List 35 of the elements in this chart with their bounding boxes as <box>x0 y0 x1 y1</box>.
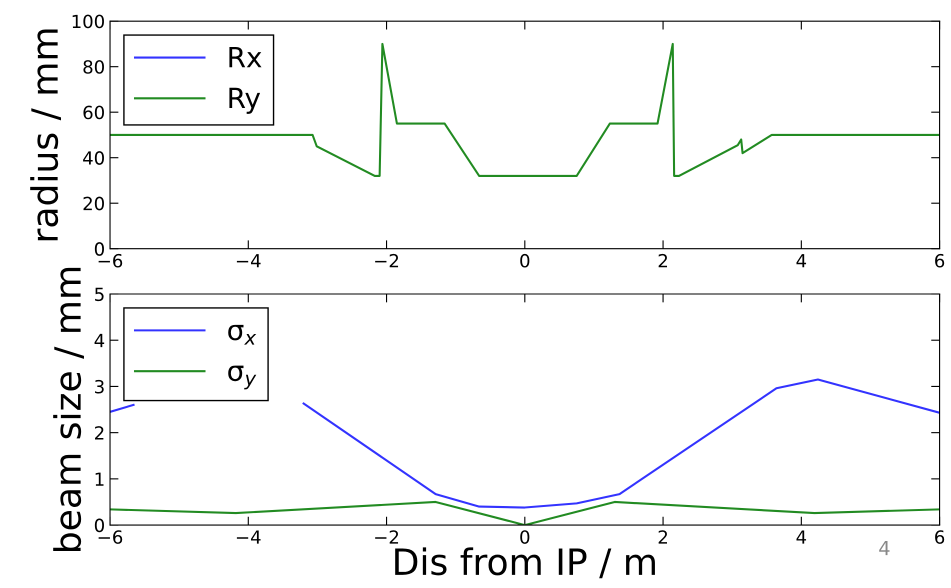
y-axis-title: radius / mm <box>30 29 61 240</box>
x-tick-label: −4 <box>236 530 261 544</box>
x-tick-label: −2 <box>375 530 398 544</box>
text: 4 <box>879 540 890 556</box>
y-tick-label: 80 <box>83 60 104 74</box>
x-tick-label: 4 <box>796 530 806 544</box>
x-tick-label: −6 <box>98 254 122 268</box>
y-tick-label: 3 <box>95 380 104 394</box>
x-tick-label: 0 <box>520 254 530 268</box>
y-tick-label: 40 <box>83 151 104 165</box>
y-tick-label: 1 <box>96 472 104 486</box>
x-tick-label: −4 <box>236 254 261 268</box>
x-tick-label: 2 <box>658 254 668 268</box>
x-tick-label: 6 <box>935 530 944 544</box>
y-tick-label: 5 <box>95 288 104 302</box>
legend-label: Ry <box>229 88 260 114</box>
y-tick-label: 20 <box>84 196 104 210</box>
legend-label: Rx <box>229 47 262 68</box>
x-tick-label: 0 <box>520 530 530 544</box>
legend-label: σ$_{y}$ <box>228 366 256 390</box>
x-tick-label: 2 <box>658 530 668 544</box>
y-tick-label: 4 <box>94 334 104 348</box>
x-tick-label: 6 <box>935 254 944 268</box>
x-axis-title: Dis from IP / m <box>395 547 655 578</box>
x-tick-label: 4 <box>796 254 806 268</box>
y-tick-label: 0 <box>94 242 104 256</box>
y-tick-label: 100 <box>72 14 104 28</box>
y-tick-label: 2 <box>95 426 104 440</box>
y-axis-title: beam size / mm <box>53 268 84 551</box>
y-tick-label: 60 <box>83 106 104 120</box>
legend-label: σ$_{x}$ <box>228 324 256 345</box>
x-tick-label: −2 <box>375 254 398 268</box>
x-tick-label: −6 <box>98 530 122 544</box>
line-series <box>110 42 940 177</box>
y-tick-label: 0 <box>94 518 104 532</box>
